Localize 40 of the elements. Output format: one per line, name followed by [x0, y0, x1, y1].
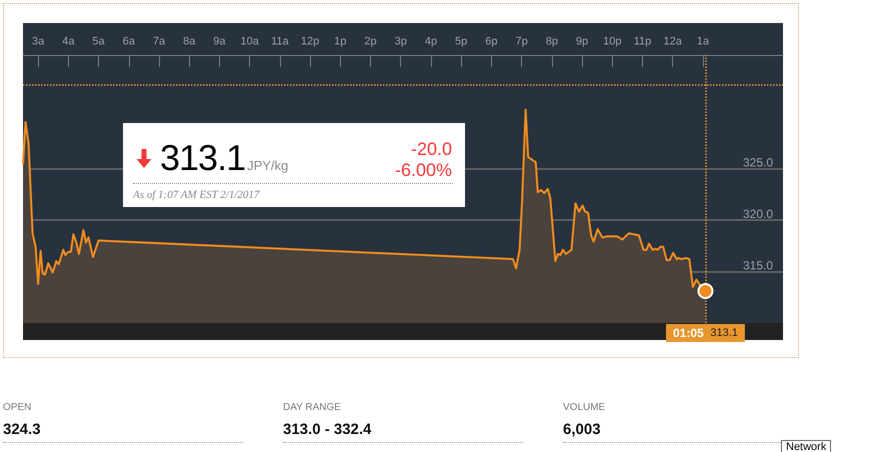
x-tick-label: 3a [32, 36, 46, 48]
x-tick-label: 6a [122, 36, 136, 48]
y-tick-label: 325.0 [742, 155, 774, 170]
x-tick-label: 9p [576, 36, 588, 48]
x-tick-label: 5p [455, 36, 468, 48]
x-tick-label: 1a [696, 36, 710, 48]
x-tick-label: 6p [485, 36, 498, 48]
x-tick-label: 4a [62, 36, 76, 48]
x-tick-label: 10a [240, 36, 260, 48]
text: 324.3 [3, 421, 41, 438]
ref-line-label: 01:05 [672, 326, 704, 340]
x-tick-label: 8a [183, 36, 196, 48]
annotation: JPY/kg [247, 158, 288, 173]
y-tick-label: 315.0 [742, 258, 774, 272]
x-tick-label: 1p [334, 36, 346, 48]
text: OPEN [3, 402, 32, 413]
text: DAY RANGE [283, 402, 341, 413]
x-tick-label: 4p [424, 36, 438, 48]
x-tick-label: 5a [92, 36, 106, 48]
x-tick-label: 8p [546, 36, 558, 48]
x-tick-label: 7p [515, 36, 528, 48]
x-tick-label: 10p [603, 36, 622, 48]
y-tick-label: 320.0 [742, 206, 774, 221]
text: 313.1 [710, 327, 738, 339]
annotation: As of 1:07 AM EST 2/1/2017 [133, 189, 260, 201]
text: VOLUME [563, 402, 606, 413]
text: 313.0 - 332.4 [283, 421, 372, 438]
x-tick-label: 9a [213, 36, 226, 48]
annotation: -6.00% [394, 160, 452, 180]
x-tick-label: 3p [394, 36, 407, 48]
text: 6,003 [563, 421, 601, 438]
x-tick-label: 12a [664, 36, 683, 48]
annotation: -20.0 [410, 139, 452, 159]
x-tick-label: 11p [634, 36, 652, 48]
x-tick-label: 11a [271, 36, 290, 48]
text: Network [781, 440, 832, 452]
x-tick-label: 2p [364, 36, 377, 48]
x-tick-label: 12p [300, 36, 320, 48]
text: 313.1 [160, 137, 246, 178]
x-tick-label: 7a [152, 36, 166, 48]
